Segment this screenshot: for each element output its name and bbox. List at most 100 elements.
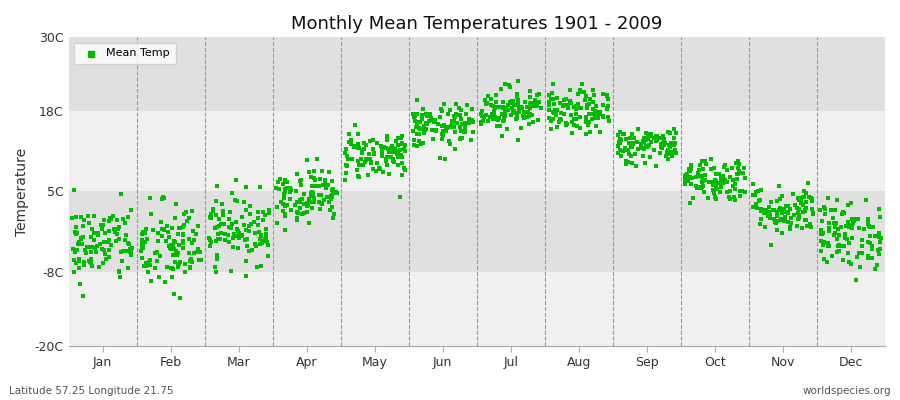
Point bbox=[733, 193, 747, 199]
Point bbox=[725, 183, 740, 189]
Point bbox=[105, 213, 120, 220]
Point bbox=[306, 189, 320, 196]
Point bbox=[723, 174, 737, 180]
Point bbox=[294, 182, 309, 188]
Point bbox=[559, 96, 573, 102]
Point bbox=[613, 147, 627, 153]
Point bbox=[307, 195, 321, 201]
Point bbox=[232, 235, 247, 241]
Point bbox=[542, 115, 556, 122]
Point bbox=[210, 183, 224, 190]
Point bbox=[453, 112, 467, 118]
Point bbox=[869, 262, 884, 268]
Point bbox=[143, 211, 157, 217]
Text: worldspecies.org: worldspecies.org bbox=[803, 386, 891, 396]
Point bbox=[773, 216, 788, 222]
Point bbox=[861, 252, 876, 259]
Point bbox=[649, 138, 663, 144]
Point bbox=[662, 142, 676, 148]
Point bbox=[544, 96, 558, 102]
Point bbox=[732, 160, 746, 167]
Point bbox=[445, 119, 459, 126]
Point bbox=[696, 183, 710, 190]
Point bbox=[549, 112, 563, 118]
Point bbox=[601, 96, 616, 102]
Point bbox=[325, 204, 339, 210]
Point bbox=[706, 182, 720, 188]
Point bbox=[77, 262, 92, 268]
Point bbox=[192, 246, 206, 252]
Point bbox=[568, 116, 582, 122]
Point bbox=[139, 263, 153, 270]
Point bbox=[704, 166, 718, 172]
Point bbox=[534, 105, 548, 111]
Point bbox=[311, 199, 326, 205]
Point bbox=[803, 221, 817, 228]
Point bbox=[712, 180, 726, 186]
Point bbox=[777, 206, 791, 212]
Point bbox=[523, 88, 537, 94]
Point bbox=[792, 206, 806, 212]
Point bbox=[545, 116, 560, 122]
Point bbox=[217, 221, 231, 227]
Point bbox=[318, 182, 332, 188]
Point bbox=[571, 123, 585, 129]
Point bbox=[523, 94, 537, 100]
Point bbox=[729, 160, 743, 167]
Point bbox=[788, 212, 802, 218]
Point bbox=[258, 225, 273, 232]
Point bbox=[159, 264, 174, 271]
Point bbox=[106, 226, 121, 232]
Point bbox=[542, 107, 556, 114]
Point bbox=[653, 135, 668, 141]
Point bbox=[758, 206, 772, 213]
Point bbox=[164, 246, 178, 252]
Point bbox=[496, 105, 510, 111]
Point bbox=[800, 223, 814, 230]
Point bbox=[429, 126, 444, 133]
Point bbox=[436, 128, 450, 135]
Point bbox=[797, 208, 812, 214]
Point bbox=[121, 240, 135, 246]
Point bbox=[804, 224, 818, 231]
Point bbox=[637, 134, 652, 141]
Point bbox=[290, 216, 304, 223]
Point bbox=[556, 103, 571, 109]
Point bbox=[92, 263, 106, 270]
Point bbox=[444, 124, 458, 130]
Point bbox=[683, 162, 698, 168]
Point bbox=[410, 143, 424, 149]
Point bbox=[292, 199, 307, 206]
Point bbox=[341, 156, 356, 162]
Point bbox=[66, 246, 80, 252]
Point bbox=[407, 114, 421, 120]
Point bbox=[625, 140, 639, 146]
Point bbox=[796, 201, 810, 207]
Point bbox=[407, 113, 421, 120]
Point bbox=[328, 189, 342, 195]
Point bbox=[135, 243, 149, 249]
Point bbox=[94, 222, 108, 228]
Point bbox=[121, 213, 135, 220]
Point bbox=[85, 263, 99, 269]
Point bbox=[646, 134, 661, 141]
Point bbox=[280, 179, 294, 185]
Point bbox=[639, 142, 653, 149]
Point bbox=[748, 192, 762, 198]
Point bbox=[752, 196, 767, 203]
Point bbox=[366, 136, 381, 143]
Point bbox=[619, 147, 634, 153]
Point bbox=[382, 171, 396, 177]
Point bbox=[135, 254, 149, 261]
Point bbox=[325, 194, 339, 200]
Point bbox=[457, 120, 472, 126]
Point bbox=[861, 239, 876, 245]
Point bbox=[316, 182, 330, 188]
Point bbox=[238, 227, 253, 233]
Point bbox=[694, 173, 708, 179]
Point bbox=[574, 80, 589, 87]
Point bbox=[814, 248, 828, 254]
Point bbox=[358, 157, 373, 164]
Point bbox=[481, 93, 495, 99]
Point bbox=[508, 110, 522, 116]
